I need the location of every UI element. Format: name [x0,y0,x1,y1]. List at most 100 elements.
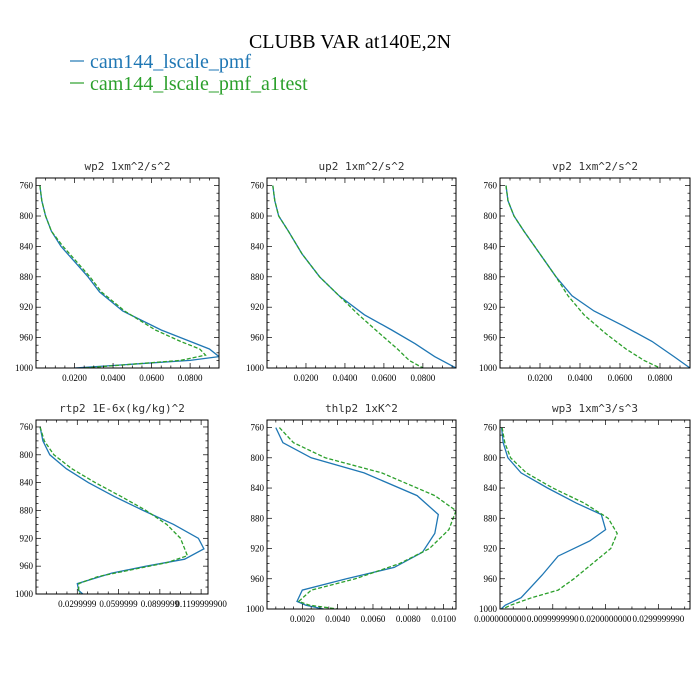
series-line-2 [501,427,618,609]
x-tick-label: 0.0099999990 [527,614,579,624]
y-tick-label: 920 [484,544,498,554]
x-tick-label: 0.0000000000 [474,614,526,624]
y-tick-label: 880 [484,513,498,523]
series-line-1 [272,185,456,368]
y-tick-label: 760 [484,423,498,433]
x-tick-label: 0.0200 [294,373,319,383]
series-line-2 [272,185,424,368]
x-tick-label: 0.0299999990 [632,614,684,624]
panel-6: wp3 1xm^3/s^3 760 800 840 880 920 960 10000.000… [474,402,691,624]
y-tick-label: 920 [20,302,34,312]
series-line-1 [500,427,607,609]
y-tick-label: 1000 [15,589,34,599]
y-tick-label: 800 [20,211,34,221]
panel-5: thlp2 1xK^2 760 800 840 880 920 960 1000 0.0020 0… [246,402,457,624]
figure-title: CLUBB VAR at140E,2N [249,31,451,53]
x-tick-label: 0.0020 [290,614,315,624]
series-line-1 [275,427,440,609]
x-tick-label: 0.0060 [361,614,386,624]
y-tick-label: 800 [20,450,34,460]
panel-4: rtp2 1E-6x(kg/kg)^2 760 800 840 880 920 960 100… [15,402,227,609]
y-tick-label: 760 [251,423,265,433]
x-tick-label: 0.1199999900 [175,599,227,609]
series-line-1 [505,185,690,368]
x-tick-label: 0.0599999 [99,599,138,609]
x-tick-label: 0.0800 [411,373,436,383]
plot-frame [35,177,220,369]
y-tick-label: 800 [484,211,498,221]
y-tick-label: 920 [20,533,34,543]
x-tick-label: 0.0400 [568,373,593,383]
x-tick-label: 0.0080 [396,614,421,624]
panel-title: vp2 1xm^2/s^2 [552,160,638,173]
y-tick-label: 960 [251,333,265,343]
plot-frame [35,419,209,595]
y-tick-label: 1000 [479,363,498,373]
plot-frame [266,419,457,610]
y-tick-label: 880 [20,505,34,515]
y-tick-label: 840 [484,241,498,251]
y-tick-label: 880 [251,513,265,523]
x-tick-label: 0.0400 [101,373,126,383]
y-tick-label: 760 [484,181,498,191]
y-tick-label: 1000 [15,363,34,373]
x-tick-label: 0.0040 [325,614,350,624]
y-tick-label: 880 [484,272,498,282]
y-tick-label: 960 [20,333,34,343]
x-tick-label: 0.0600 [372,373,397,383]
series-line-2 [505,185,661,368]
legend-label-series-2: cam144_lscale_pmf_a1test [90,73,308,95]
plot-frame [266,177,457,369]
series-line-1 [39,426,205,594]
panel-title: wp2 1xm^2/s^2 [84,160,170,173]
panel-title: thlp2 1xK^2 [325,402,398,415]
y-tick-label: 960 [484,333,498,343]
y-tick-label: 1000 [246,363,265,373]
x-tick-label: 0.0899999 [141,599,180,609]
panel-title: rtp2 1E-6x(kg/kg)^2 [59,402,185,415]
y-tick-label: 920 [251,302,265,312]
y-tick-label: 1000 [479,604,498,614]
y-tick-label: 920 [251,544,265,554]
y-tick-label: 800 [484,453,498,463]
legend-label-series-1: cam144_lscale_pmf [90,51,251,73]
panel-title: wp3 1xm^3/s^3 [552,402,638,415]
x-tick-label: 0.0100 [431,614,456,624]
panel-1: wp2 1xm^2/s^2 760 800 840 880 920 960 1000 0.020… [15,160,220,383]
plot-frame [499,177,691,369]
y-tick-label: 840 [251,241,265,251]
series-line-2 [39,426,189,594]
x-tick-label: 0.0800 [178,373,203,383]
y-tick-label: 840 [484,483,498,493]
x-tick-label: 0.0200000000 [580,614,632,624]
y-tick-label: 920 [484,302,498,312]
series-line-2 [39,185,207,368]
x-tick-label: 0.0800 [648,373,673,383]
y-tick-label: 800 [251,453,265,463]
y-tick-label: 960 [251,574,265,584]
y-tick-label: 800 [251,211,265,221]
panel-title: up2 1xm^2/s^2 [318,160,404,173]
y-tick-label: 840 [251,483,265,493]
x-tick-label: 0.0600 [139,373,164,383]
x-tick-label: 0.0299999 [58,599,97,609]
panels-grid: wp2 1xm^2/s^2 760 800 840 880 920 960 1000 0.020… [15,160,691,624]
y-tick-label: 1000 [246,604,265,614]
series-line-2 [278,427,456,609]
y-tick-label: 760 [251,181,265,191]
series-line-1 [39,185,219,368]
y-tick-label: 960 [20,561,34,571]
y-tick-label: 880 [20,272,34,282]
y-tick-label: 840 [20,478,34,488]
y-tick-label: 760 [20,181,34,191]
y-tick-label: 960 [484,574,498,584]
x-tick-label: 0.0200 [528,373,553,383]
y-tick-label: 880 [251,272,265,282]
plot-frame [499,419,691,610]
panel-2: up2 1xm^2/s^2 760 800 840 880 920 960 1000 0.020… [246,160,457,383]
x-tick-label: 0.0600 [608,373,633,383]
legend: cam144_lscale_pmf cam144_lscale_pmf_a1te… [70,51,308,95]
y-tick-label: 840 [20,241,34,251]
panel-3: vp2 1xm^2/s^2 760 800 840 880 920 960 1000 0.020… [479,160,691,383]
